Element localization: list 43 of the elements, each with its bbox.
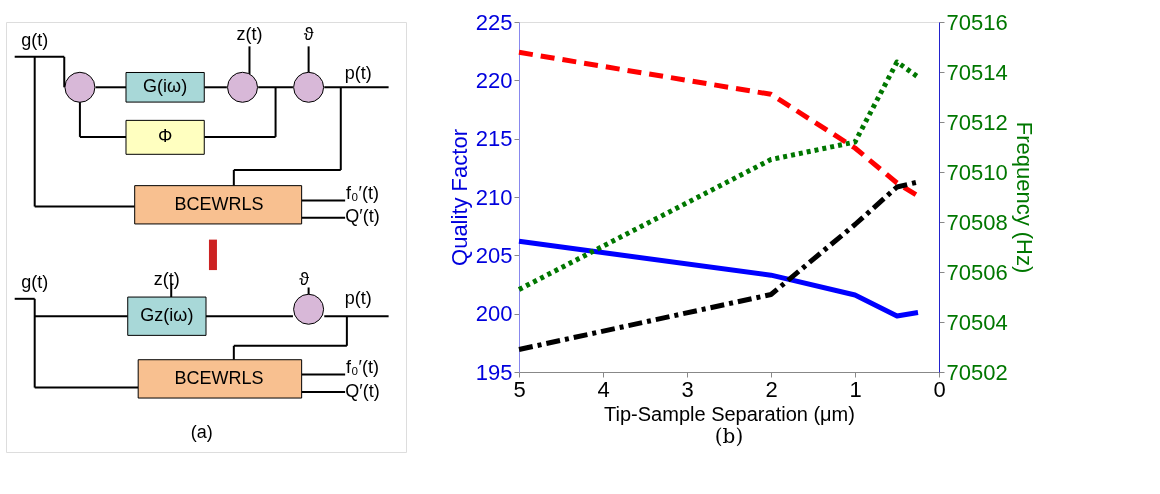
y-tick-label: 205 (475, 242, 513, 268)
text: z(t) (153, 268, 180, 289)
y-tick-label: 195 (475, 359, 513, 385)
text: g(t) (21, 272, 49, 293)
y2-tick-label: 70508 (946, 209, 1008, 235)
y2-tick-label: 70514 (946, 59, 1008, 85)
y2-tick-label: 70506 (946, 259, 1008, 285)
x-tick-label: 4 (597, 376, 610, 402)
x-tick-label: 2 (765, 376, 778, 402)
text: G(iω) (143, 76, 188, 97)
text: Q′(t) (345, 205, 380, 226)
x-axis-title: Tip-Sample Separation (μm) (604, 402, 855, 425)
text: g(t) (21, 30, 49, 51)
y-tick-label: 225 (475, 9, 513, 35)
text: Q′(t) (345, 380, 380, 401)
text: p(t) (344, 63, 372, 84)
text: p(t) (344, 287, 372, 308)
text: BCEWRLS (174, 367, 264, 388)
x-tick-label: 1 (849, 376, 862, 402)
text: Gz(iω) (140, 305, 194, 326)
y-tick-label: 200 (475, 301, 513, 327)
text: z(t) (236, 24, 263, 45)
y2-axis-title: Frequency (Hz) (1011, 121, 1037, 274)
y-axis-title: Quality Factor (446, 129, 472, 266)
text: (a) (190, 421, 213, 442)
y-tick-label: 215 (475, 126, 513, 152)
y2-tick-label: 70510 (946, 159, 1008, 185)
text: ϑ (299, 268, 310, 289)
y-tick-label: 210 (475, 184, 513, 210)
y2-tick-label: 70502 (946, 359, 1008, 385)
text: f₀′(t) (346, 357, 379, 378)
y-tick-label: 220 (475, 67, 513, 93)
text: BCEWRLS (174, 193, 264, 214)
y2-tick-label: 70504 (946, 309, 1008, 335)
y2-tick-label: 70512 (946, 109, 1008, 135)
x-tick-label: 0 (933, 376, 946, 402)
y2-tick-label: 70516 (946, 9, 1008, 35)
text: ϑ (303, 24, 314, 45)
text: (b) (714, 424, 744, 448)
text: Φ (157, 125, 173, 146)
x-tick-label: 3 (681, 376, 694, 402)
x-tick-label: 5 (513, 376, 526, 402)
text: f₀′(t) (346, 183, 379, 204)
